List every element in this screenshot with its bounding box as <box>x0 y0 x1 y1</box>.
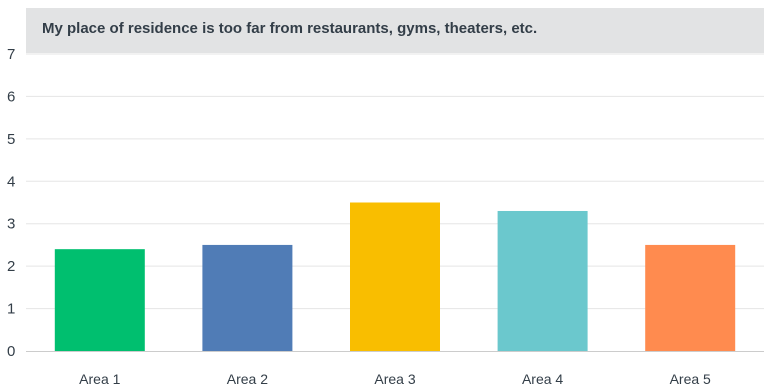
y-tick-label: 3 <box>7 216 15 233</box>
y-tick-label: 2 <box>7 258 15 275</box>
x-axis-labels: Area 1 Area 2 Area 3 Area 4 Area 5 <box>79 371 711 387</box>
bar-area-4 <box>497 210 588 351</box>
y-tick-label: 6 <box>7 88 15 105</box>
x-category-label: Area 1 <box>79 371 120 387</box>
y-axis-ticks: 0 1 2 3 4 5 6 7 <box>7 46 15 360</box>
y-tick-label: 1 <box>7 301 15 318</box>
y-tick-label: 0 <box>7 343 15 360</box>
chart-title: My place of residence is too far from re… <box>26 8 764 53</box>
x-category-label: Area 2 <box>227 371 268 387</box>
bars <box>54 202 736 351</box>
x-category-label: Area 4 <box>522 371 563 387</box>
y-tick-label: 4 <box>7 173 15 190</box>
bar-area-5 <box>645 244 736 351</box>
y-tick-label: 7 <box>7 46 15 63</box>
bar-area-2 <box>202 244 293 351</box>
x-category-label: Area 3 <box>374 371 415 387</box>
y-tick-label: 5 <box>7 131 15 148</box>
x-category-label: Area 5 <box>670 371 711 387</box>
bar-area-1 <box>54 249 145 351</box>
bar-area-3 <box>350 202 440 351</box>
